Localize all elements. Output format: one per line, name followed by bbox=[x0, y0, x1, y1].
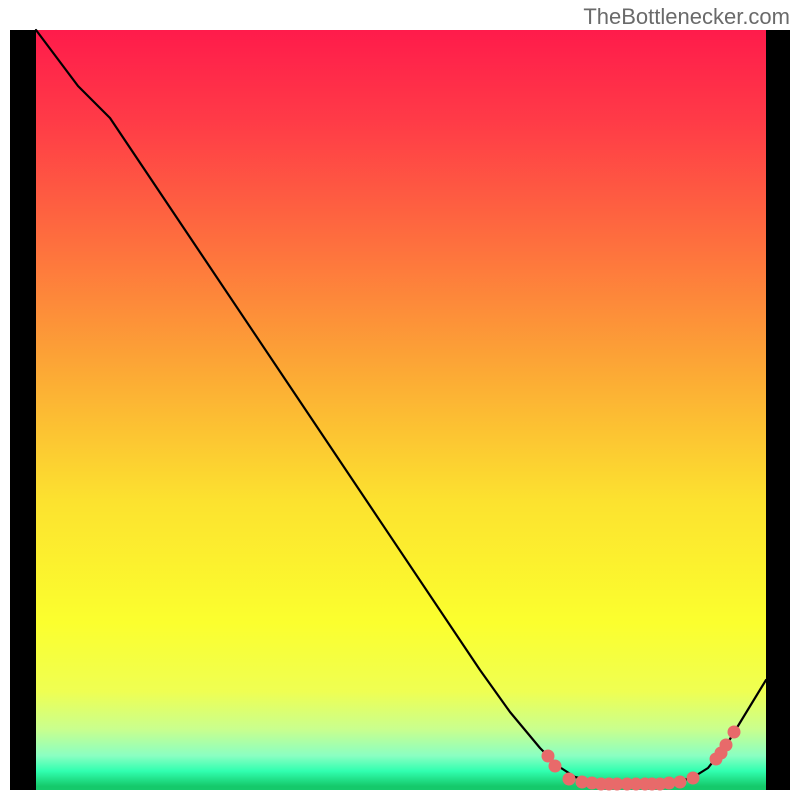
curve-overlay bbox=[0, 0, 800, 800]
bottleneck-curve bbox=[36, 30, 766, 784]
watermark-text: TheBottlenecker.com bbox=[583, 4, 790, 30]
curve-marker bbox=[663, 777, 676, 790]
curve-marker bbox=[687, 772, 700, 785]
curve-marker bbox=[563, 773, 576, 786]
curve-marker bbox=[674, 776, 687, 789]
chart-container: TheBottlenecker.com bbox=[0, 0, 800, 800]
curve-marker bbox=[720, 739, 733, 752]
curve-marker bbox=[549, 760, 562, 773]
curve-marker bbox=[728, 726, 741, 739]
